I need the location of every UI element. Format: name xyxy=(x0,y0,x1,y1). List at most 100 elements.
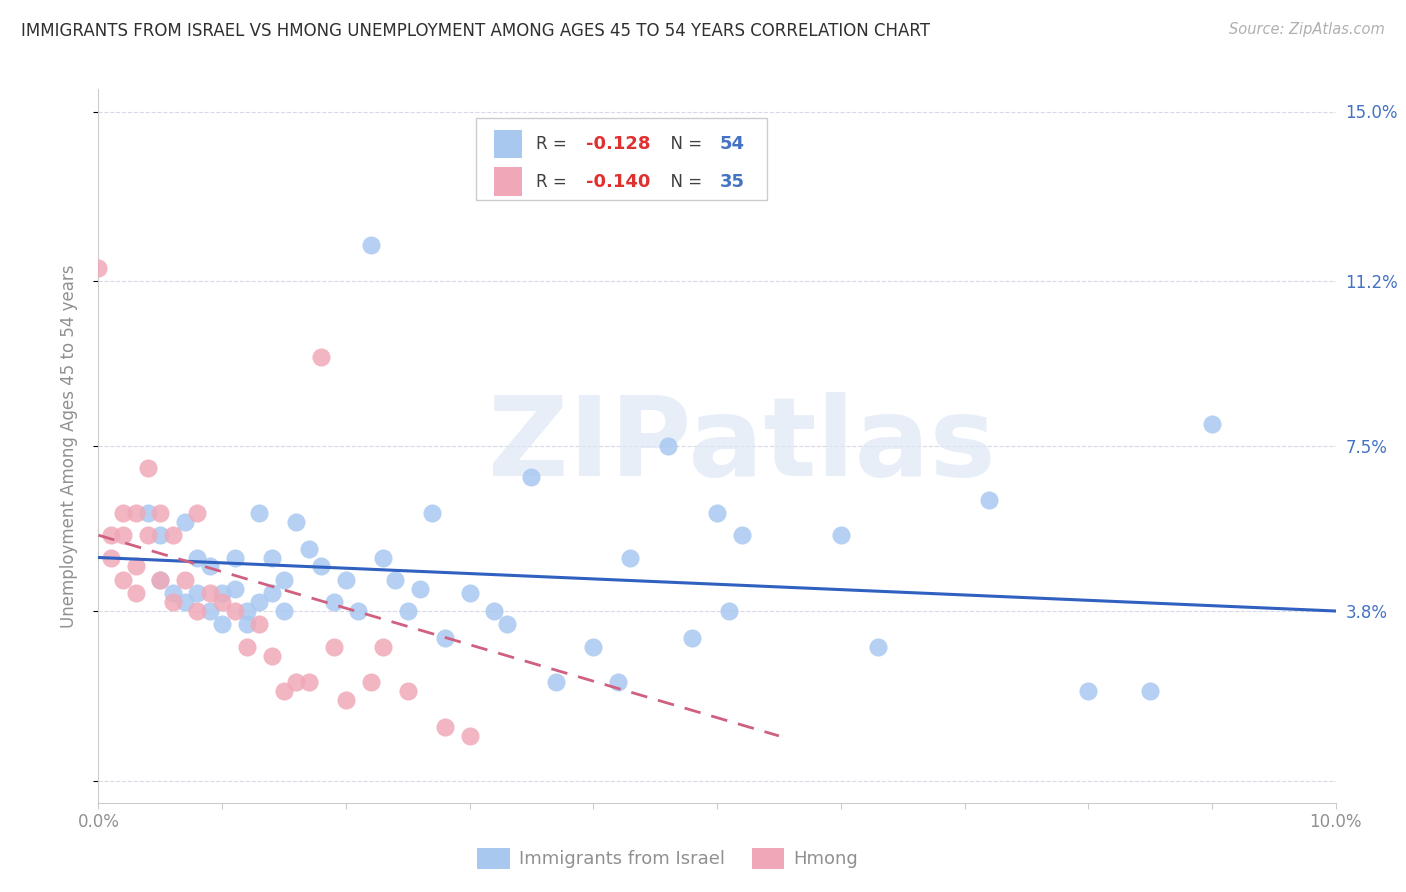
Point xyxy=(371,550,394,565)
Point xyxy=(979,492,1001,507)
Point xyxy=(657,439,679,453)
Point xyxy=(211,617,233,632)
Point xyxy=(335,573,357,587)
Text: 54: 54 xyxy=(720,135,745,153)
Y-axis label: Unemployment Among Ages 45 to 54 years: Unemployment Among Ages 45 to 54 years xyxy=(59,264,77,628)
Point xyxy=(224,604,246,618)
Point xyxy=(162,586,184,600)
Point xyxy=(458,729,481,743)
Point xyxy=(298,541,321,556)
Point xyxy=(396,604,419,618)
Point xyxy=(211,595,233,609)
Point xyxy=(396,684,419,698)
Point xyxy=(433,631,456,645)
Point xyxy=(273,684,295,698)
Point xyxy=(273,604,295,618)
Point xyxy=(174,595,197,609)
Point xyxy=(309,559,332,574)
Point xyxy=(322,640,344,654)
Point xyxy=(347,604,370,618)
Point xyxy=(1139,684,1161,698)
Point xyxy=(371,640,394,654)
Point xyxy=(360,675,382,690)
FancyBboxPatch shape xyxy=(475,118,766,200)
Point xyxy=(124,506,146,520)
Point xyxy=(384,573,406,587)
Point xyxy=(422,506,444,520)
Text: N =: N = xyxy=(661,173,707,191)
Point xyxy=(124,586,146,600)
Point xyxy=(1077,684,1099,698)
Point xyxy=(298,675,321,690)
Point xyxy=(136,506,159,520)
Point xyxy=(582,640,605,654)
Point xyxy=(112,573,135,587)
Point xyxy=(174,515,197,529)
Point xyxy=(409,582,432,596)
Point xyxy=(607,675,630,690)
Point xyxy=(162,595,184,609)
Point xyxy=(174,573,197,587)
Text: 35: 35 xyxy=(720,173,745,191)
Point xyxy=(198,559,221,574)
Point xyxy=(433,720,456,734)
Point xyxy=(100,528,122,542)
Point xyxy=(731,528,754,542)
Point xyxy=(100,550,122,565)
FancyBboxPatch shape xyxy=(495,168,522,196)
Point xyxy=(224,582,246,596)
Point xyxy=(830,528,852,542)
Point xyxy=(681,631,703,645)
Point xyxy=(866,640,889,654)
Point xyxy=(124,559,146,574)
Point xyxy=(112,506,135,520)
Text: IMMIGRANTS FROM ISRAEL VS HMONG UNEMPLOYMENT AMONG AGES 45 TO 54 YEARS CORRELATI: IMMIGRANTS FROM ISRAEL VS HMONG UNEMPLOY… xyxy=(21,22,931,40)
Point xyxy=(360,238,382,252)
Point xyxy=(309,350,332,364)
Point xyxy=(198,604,221,618)
Text: -0.128: -0.128 xyxy=(586,135,651,153)
Point xyxy=(186,586,208,600)
Point xyxy=(236,617,259,632)
Legend: Immigrants from Israel, Hmong: Immigrants from Israel, Hmong xyxy=(470,840,865,876)
Point xyxy=(458,586,481,600)
Point xyxy=(149,573,172,587)
Point xyxy=(260,550,283,565)
Point xyxy=(335,693,357,707)
Point xyxy=(285,675,308,690)
Point xyxy=(136,528,159,542)
Text: R =: R = xyxy=(537,173,572,191)
Point xyxy=(546,675,568,690)
Point xyxy=(186,550,208,565)
Point xyxy=(87,260,110,275)
Point xyxy=(520,470,543,484)
Point xyxy=(260,586,283,600)
Text: Source: ZipAtlas.com: Source: ZipAtlas.com xyxy=(1229,22,1385,37)
Text: N =: N = xyxy=(661,135,707,153)
Point xyxy=(247,617,270,632)
Text: -0.140: -0.140 xyxy=(586,173,651,191)
Point xyxy=(1201,417,1223,431)
Text: R =: R = xyxy=(537,135,572,153)
Point xyxy=(285,515,308,529)
Point xyxy=(247,506,270,520)
Point xyxy=(162,528,184,542)
Point xyxy=(718,604,741,618)
Point xyxy=(186,506,208,520)
Point xyxy=(322,595,344,609)
Point xyxy=(484,604,506,618)
Point xyxy=(495,617,517,632)
Point xyxy=(236,604,259,618)
Point xyxy=(706,506,728,520)
Point xyxy=(211,586,233,600)
Point xyxy=(186,604,208,618)
Point xyxy=(619,550,641,565)
Point xyxy=(247,595,270,609)
Point xyxy=(149,573,172,587)
FancyBboxPatch shape xyxy=(495,129,522,158)
Point xyxy=(136,461,159,475)
Point xyxy=(149,506,172,520)
Text: ZIPatlas: ZIPatlas xyxy=(488,392,995,500)
Point xyxy=(273,573,295,587)
Point xyxy=(236,640,259,654)
